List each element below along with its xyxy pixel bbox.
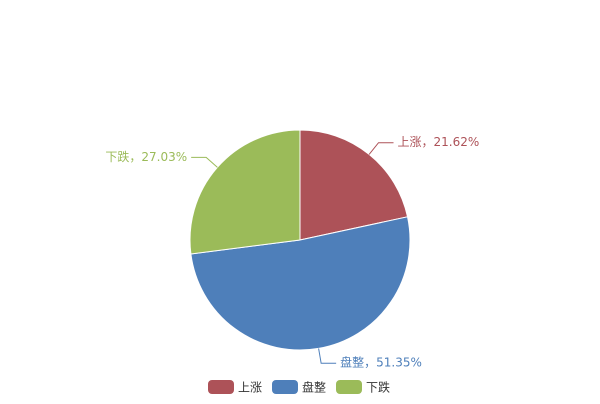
pie-slice (189, 129, 301, 255)
legend-label[interactable]: 上涨 (238, 380, 262, 395)
data-label: 下跌，27.03% (105, 149, 187, 164)
legend-swatch[interactable] (208, 380, 234, 394)
pie-slice (190, 216, 411, 351)
label-line (191, 156, 218, 168)
label-line (318, 348, 337, 364)
data-label: 盘整，51.35% (340, 355, 422, 370)
data-label: 上涨，21.62% (398, 134, 480, 149)
label-line (368, 142, 394, 155)
legend-label[interactable]: 下跌 (366, 380, 390, 395)
legend-swatch[interactable] (272, 380, 298, 394)
legend-swatch[interactable] (336, 380, 362, 394)
legend-label[interactable]: 盘整 (302, 380, 326, 395)
